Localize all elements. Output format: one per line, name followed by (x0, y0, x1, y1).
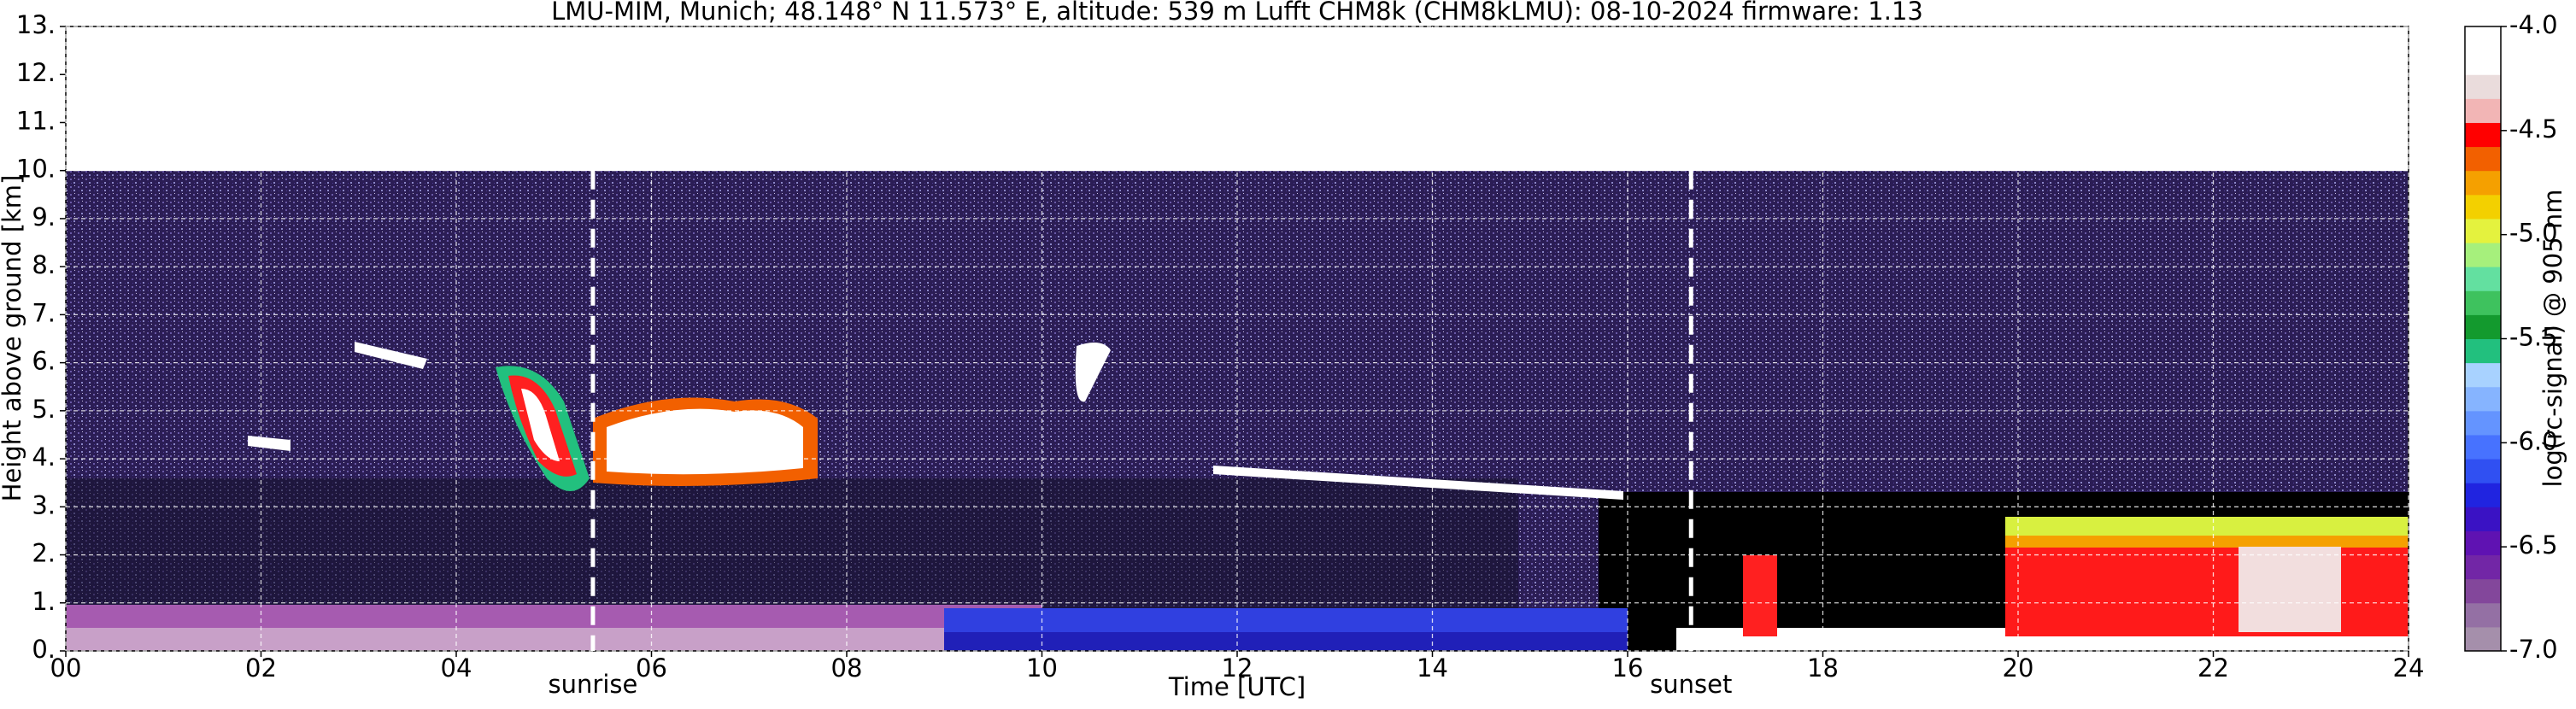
y-axis-label: Height above ground [km] (0, 175, 26, 502)
y-tick-label: 2. (32, 539, 56, 568)
colorbar-segment (2465, 554, 2501, 580)
colorbar-segment (2465, 74, 2501, 99)
colorbar-segment (2465, 218, 2501, 243)
chart-title: LMU-MIM, Munich; 48.148° N 11.573° E, al… (551, 0, 1923, 26)
colorbar-tick-label: -4.0 (2509, 10, 2558, 39)
x-tick-label: 24 (2393, 653, 2425, 683)
colorbar-segment (2465, 146, 2501, 172)
x-tick-label: 12 (1222, 653, 1253, 683)
colorbar-tick-label: -5.0 (2509, 219, 2558, 248)
colorbar-segment (2465, 243, 2501, 267)
colorbar-segment (2465, 483, 2501, 507)
y-tick-label: 13. (16, 10, 56, 39)
y-tick-label: 9. (32, 202, 56, 231)
y-tick-label: 8. (32, 250, 56, 279)
colorbar-segment (2465, 578, 2501, 604)
x-tick-label: 20 (2003, 653, 2034, 683)
colorbar-tick-label: -5.5 (2509, 323, 2558, 352)
x-tick-label: 18 (1807, 653, 1839, 683)
y-tick-label: 1. (32, 587, 56, 616)
colorbar-segment (2465, 386, 2501, 412)
colorbar-segment (2465, 434, 2501, 460)
y-tick-label: 6. (32, 347, 56, 376)
colorbar-segment (2465, 338, 2501, 364)
x-tick-label: 16 (1612, 653, 1644, 683)
colorbar-segment (2465, 459, 2501, 483)
colorbar-segment (2465, 602, 2501, 628)
colorbar-segment (2465, 362, 2501, 388)
y-tick-label: 0. (32, 635, 56, 664)
x-axis-label: Time [UTC] (1168, 672, 1306, 701)
colorbar-segment (2465, 267, 2501, 291)
y-tick-label: 10. (16, 155, 56, 184)
y-tick-label: 3. (32, 490, 56, 519)
x-tick-label: 08 (831, 653, 863, 683)
x-tick-label: 04 (441, 653, 472, 683)
colorbar-tick-label: -4.5 (2509, 114, 2558, 144)
colorbar-tick-label: -6.0 (2509, 426, 2558, 455)
colorbar-label: log(rc-signal) @ 905 nm (2538, 190, 2567, 488)
x-tick-label: 06 (636, 653, 667, 683)
y-tick-label: 5. (32, 395, 56, 424)
x-tick-label: 14 (1417, 653, 1448, 683)
y-tick-label: 4. (32, 442, 56, 472)
colorbar-segment (2465, 98, 2501, 123)
annotation-label: sunset (1650, 670, 1732, 699)
x-tick-label: 02 (245, 653, 277, 683)
y-tick-label: 12. (16, 58, 56, 87)
annotation-label: sunrise (549, 670, 638, 699)
colorbar-segment (2465, 194, 2501, 220)
colorbar-segment (2465, 530, 2501, 556)
colorbar-segment (2465, 122, 2501, 148)
y-tick-label: 11. (16, 106, 56, 135)
colorbar-segment (2465, 290, 2501, 315)
colorbar-segment (2465, 170, 2501, 196)
y-tick-label: 7. (32, 298, 56, 327)
colorbar-segment (2465, 410, 2501, 436)
x-tick-label: 00 (50, 653, 82, 683)
x-tick-label: 10 (1026, 653, 1058, 683)
colorbar-tick-label: -7.0 (2509, 635, 2558, 664)
x-tick-label: 22 (2198, 653, 2229, 683)
colorbar-tick-label: -6.5 (2509, 530, 2558, 560)
colorbar-segment (2465, 507, 2501, 531)
colorbar-segment (2465, 50, 2501, 75)
colorbar-segment (2465, 626, 2501, 652)
colorbar-segment (2465, 26, 2501, 51)
colorbar-segment (2465, 314, 2501, 339)
